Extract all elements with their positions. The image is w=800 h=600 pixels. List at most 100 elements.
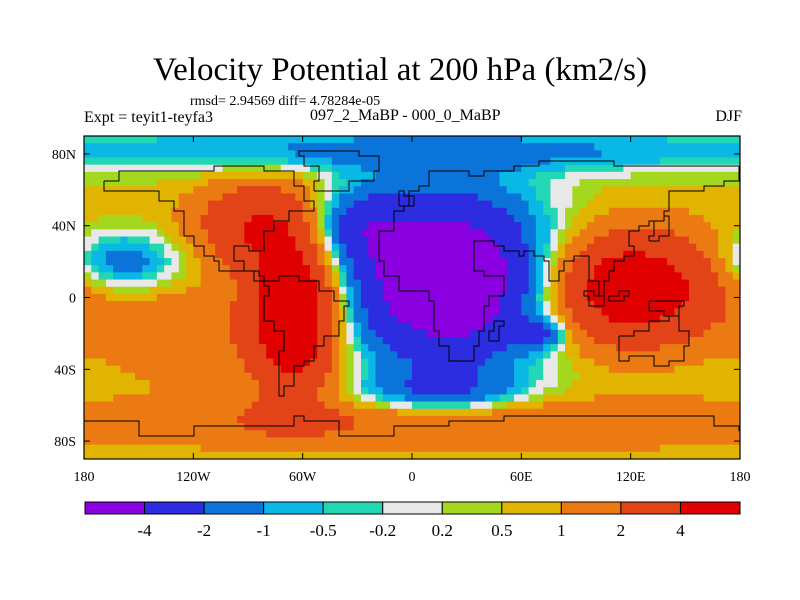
field-cell (84, 207, 92, 216)
field-cell (550, 222, 559, 230)
field-cell (572, 365, 581, 374)
field-cell (288, 401, 296, 410)
field-cell (258, 322, 267, 331)
field-cell (441, 394, 450, 403)
field-cell (630, 222, 639, 230)
field-cell (142, 444, 151, 453)
field-cell (637, 372, 646, 381)
field-cell (215, 143, 224, 151)
field-cell (586, 415, 595, 424)
field-cell (237, 200, 245, 209)
field-cell (565, 315, 573, 324)
field-cell (302, 150, 311, 159)
field-cell (258, 415, 267, 424)
field-cell (309, 171, 318, 180)
colorbar-label: 2 (617, 521, 626, 540)
field-cell (667, 322, 675, 331)
field-cell (215, 293, 224, 302)
field-cell (178, 437, 187, 446)
field-cell (266, 200, 275, 209)
field-cell (499, 322, 508, 331)
field-cell (412, 272, 420, 281)
field-cell (521, 387, 530, 395)
field-cell (645, 179, 654, 187)
field-cell (433, 236, 442, 245)
field-cell (616, 179, 624, 187)
field-cell (295, 444, 304, 453)
field-cell (470, 387, 479, 395)
field-cell (594, 136, 603, 144)
field-cell (521, 408, 530, 417)
field-cell (193, 265, 202, 273)
field-cell (105, 243, 114, 252)
field-cell (156, 408, 165, 417)
field-cell (674, 279, 683, 288)
field-cell (455, 150, 464, 159)
field-cell (710, 236, 719, 245)
field-cell (696, 351, 705, 360)
field-cell (470, 451, 479, 459)
field-cell (484, 214, 493, 223)
field-cell (659, 430, 668, 439)
field-cell (674, 193, 683, 202)
field-cell (579, 437, 588, 446)
field-cell (455, 336, 464, 345)
field-cell (703, 387, 712, 395)
field-cell (200, 164, 209, 173)
field-cell (594, 372, 603, 381)
field-cell (84, 415, 92, 424)
field-cell (331, 250, 340, 259)
field-cell (448, 329, 457, 338)
field-cell (681, 236, 690, 245)
field-cell (273, 301, 282, 309)
field-cell (339, 150, 347, 159)
field-cell (98, 408, 107, 417)
field-cell (630, 423, 639, 431)
field-cell (207, 222, 216, 230)
field-cell (164, 286, 173, 295)
field-cell (594, 401, 603, 410)
field-cell (637, 214, 646, 223)
field-cell (528, 351, 537, 360)
field-cell (91, 171, 100, 180)
field-cell (193, 365, 202, 374)
colorbar-swatch (620, 501, 681, 515)
field-cell (623, 229, 632, 238)
field-cell (637, 301, 646, 309)
field-cell (142, 336, 151, 345)
field-cell (360, 380, 369, 388)
field-cell (492, 351, 501, 360)
field-cell (565, 207, 573, 216)
field-cell (156, 150, 165, 159)
field-cell (499, 451, 508, 459)
field-cell (156, 372, 165, 381)
field-cell (84, 279, 92, 288)
field-cell (237, 286, 245, 295)
field-cell (178, 293, 187, 302)
field-cell (718, 430, 727, 439)
field-cell (718, 286, 727, 295)
field-cell (404, 444, 413, 453)
field-cell (200, 136, 209, 144)
field-cell (164, 408, 173, 417)
field-cell (346, 229, 355, 238)
field-cell (674, 250, 683, 259)
field-cell (258, 372, 267, 381)
field-cell (521, 243, 530, 252)
field-cell (302, 200, 311, 209)
field-cell (251, 365, 260, 374)
field-cell (258, 222, 267, 230)
field-cell (732, 207, 740, 216)
field-cell (470, 164, 479, 173)
field-cell (543, 430, 552, 439)
field-cell (484, 193, 493, 202)
field-cell (302, 351, 311, 360)
field-cell (703, 394, 712, 403)
field-cell (412, 207, 420, 216)
field-cell (280, 229, 289, 238)
field-cell (258, 279, 267, 288)
field-cell (288, 207, 296, 216)
field-cell (178, 415, 187, 424)
field-cell (280, 336, 289, 345)
field-cell (441, 387, 450, 395)
